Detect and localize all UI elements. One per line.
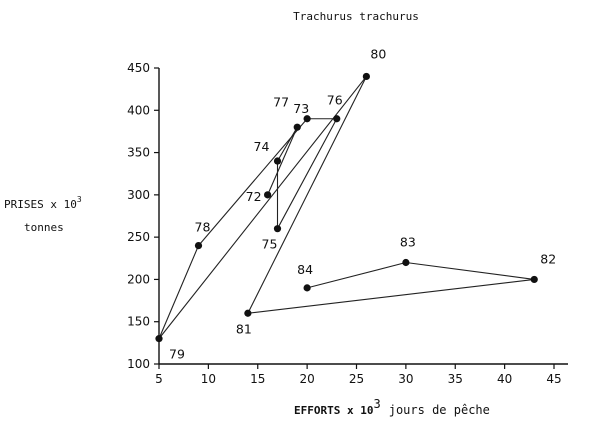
connector-line bbox=[267, 126, 298, 196]
x-tick-label: 15 bbox=[250, 372, 265, 386]
data-points: 72 73 74 75 76 77 78 79 80 81 82 83 84 bbox=[155, 46, 556, 362]
connector-line bbox=[405, 261, 535, 280]
y-tick-label: 250 bbox=[127, 230, 150, 244]
data-point-label: 84 bbox=[297, 262, 313, 277]
connector-line bbox=[247, 278, 535, 314]
data-point bbox=[155, 335, 163, 343]
chart-title: Trachurus trachurus bbox=[293, 10, 419, 23]
data-point bbox=[244, 309, 252, 317]
connector-line bbox=[247, 76, 367, 314]
data-point-label: 83 bbox=[400, 235, 416, 250]
x-tick-label: 30 bbox=[398, 372, 413, 386]
x-tick-label: 20 bbox=[299, 372, 314, 386]
data-point bbox=[530, 275, 538, 284]
data-point bbox=[333, 115, 341, 123]
data-point bbox=[264, 191, 272, 199]
data-point-label: 74 bbox=[254, 139, 270, 154]
connecting-lines bbox=[158, 76, 535, 339]
data-point bbox=[303, 284, 311, 292]
y-tick-label: 400 bbox=[127, 103, 150, 117]
data-point bbox=[303, 115, 311, 123]
data-point-label: 81 bbox=[236, 321, 252, 336]
data-point bbox=[273, 157, 282, 165]
y-tick-label: 100 bbox=[127, 357, 150, 371]
data-point bbox=[194, 242, 203, 250]
svg-text:PRISES x 103: PRISES x 103 bbox=[4, 195, 82, 211]
data-point bbox=[362, 72, 370, 81]
y-tick-label: 350 bbox=[127, 146, 150, 160]
data-point-label: 80 bbox=[370, 46, 386, 61]
data-point-label: 78 bbox=[195, 220, 211, 235]
data-point-label: 76 bbox=[327, 93, 343, 108]
data-point bbox=[293, 123, 301, 131]
y-axis-label: PRISES x 103 tonnes bbox=[4, 195, 82, 234]
x-tick-label: 35 bbox=[448, 372, 463, 386]
x-tick-label: 5 bbox=[155, 372, 163, 386]
connector-line bbox=[158, 245, 200, 339]
axis-ticks: 5 10 15 20 25 30 35 40 45 100 150 200 250 300 350 400 45… bbox=[127, 61, 562, 386]
x-axis-label: EFFORTS x 103 jours de pêche bbox=[294, 397, 490, 417]
data-point-label: 72 bbox=[246, 189, 262, 204]
data-point-label: 79 bbox=[169, 347, 185, 362]
y-tick-label: 300 bbox=[127, 188, 150, 202]
y-tick-label: 200 bbox=[127, 272, 150, 286]
connector-line bbox=[158, 76, 367, 339]
x-tick-label: 45 bbox=[546, 372, 561, 386]
svg-text:tonnes: tonnes bbox=[24, 221, 64, 234]
x-tick-label: 10 bbox=[201, 372, 216, 386]
x-tick-label: 40 bbox=[497, 372, 512, 386]
y-tick-label: 150 bbox=[127, 315, 150, 329]
data-point bbox=[273, 225, 282, 233]
y-tick-label: 450 bbox=[127, 61, 150, 75]
connector-line bbox=[277, 118, 338, 229]
connector-line bbox=[198, 118, 308, 246]
data-point-label: 77 bbox=[273, 95, 289, 110]
x-tick-label: 25 bbox=[349, 372, 364, 386]
data-point-label: 82 bbox=[540, 251, 556, 266]
data-point-label: 75 bbox=[262, 237, 278, 252]
data-point bbox=[402, 258, 410, 267]
connector-line bbox=[306, 261, 407, 289]
connector-line bbox=[277, 126, 298, 162]
data-point-label: 73 bbox=[293, 101, 309, 116]
